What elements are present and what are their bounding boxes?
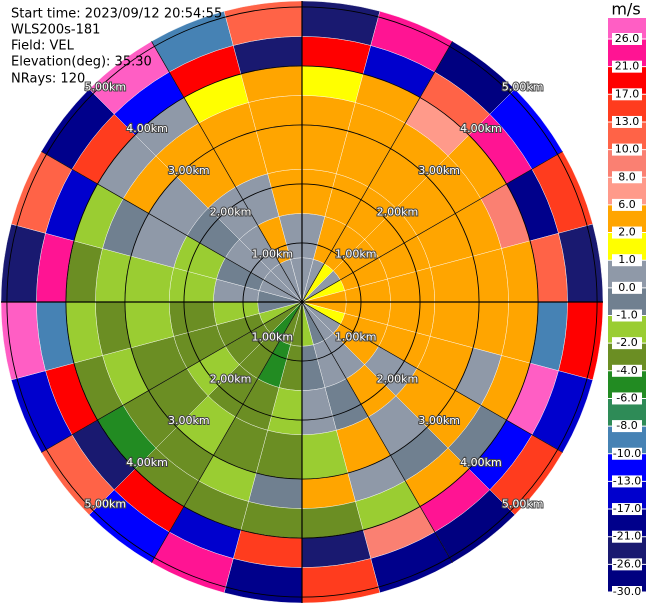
ring-label: 5.00km — [502, 498, 544, 511]
ring-label: 5.00km — [502, 80, 544, 93]
azimuth-line — [301, 151, 563, 303]
colorbar-tick-label: 10.0 — [615, 143, 640, 156]
colorbar-tick-label: -26.0 — [613, 557, 641, 570]
colorbar-tick-label: 13.0 — [615, 115, 640, 128]
colorbar-tick-label: 17.0 — [615, 87, 640, 100]
ring-label: 5.00km — [85, 80, 127, 93]
colorbar-label-bg — [612, 447, 642, 460]
polar-grid — [1, 1, 603, 603]
ppi-plot — [0, 0, 604, 604]
colorbar-title: m/s — [611, 0, 640, 19]
colorbar-label-bg — [612, 171, 642, 184]
colorbar-label-bg — [612, 475, 642, 488]
colorbar-label-bg — [612, 60, 642, 73]
header: Start time: 2023/09/12 20:54:55WLS200s-1… — [11, 7, 222, 87]
ring-label: 1.00km — [335, 331, 377, 344]
colorbar-tick-label: -17.0 — [613, 502, 641, 515]
colorbar-label-bg — [612, 115, 642, 128]
colorbar-tick-label: 2.0 — [618, 226, 636, 239]
colorbar-tick-label: 21.0 — [615, 60, 640, 73]
header-line: WLS200s-181 — [11, 23, 100, 38]
azimuth-line — [151, 41, 303, 303]
ring-label: 1.00km — [335, 247, 377, 260]
ring-label: 3.00km — [418, 414, 460, 427]
colorbar-label-bg — [612, 392, 642, 405]
colorbar-label-bg — [612, 420, 642, 433]
azimuth-line — [301, 41, 453, 303]
colorbar-tick-label: -30.0 — [613, 585, 641, 598]
colorbar-tick-label: -10.0 — [613, 447, 641, 460]
colorbar-tick-label: -21.0 — [613, 530, 641, 543]
colorbar: 26.0 21.0 17.0 13.0 10.0 8.0 6.0 2.0 1.0 0.0 -1.0 -… — [608, 0, 646, 598]
ring-label: 2.00km — [210, 206, 252, 219]
ring-label: 4.00km — [126, 456, 168, 469]
colorbar-label-bg — [612, 364, 642, 377]
colorbar-tick-label: -1.0 — [616, 309, 637, 322]
colorbar-label-bg — [612, 198, 642, 211]
ring-label: 1.00km — [251, 247, 293, 260]
azimuth-line — [41, 301, 303, 453]
colorbar-label-bg — [612, 281, 642, 294]
ring-label: 3.00km — [418, 164, 460, 177]
azimuth-line — [301, 301, 563, 453]
colorbar-label-bg — [612, 337, 642, 350]
colorbar-label-bg — [612, 503, 642, 516]
colorbar-tick-label: 6.0 — [618, 198, 636, 211]
header-line: Start time: 2023/09/12 20:54:55 — [11, 7, 222, 22]
ring-label: 4.00km — [126, 122, 168, 135]
azimuth-line — [301, 301, 453, 563]
ring-label: 1.00km — [251, 331, 293, 344]
ring-label: 2.00km — [377, 206, 419, 219]
colorbar-tick-label: 0.0 — [618, 281, 636, 294]
colorbar-tick-label: -2.0 — [616, 336, 637, 349]
colorbar-tick-label: -13.0 — [613, 474, 641, 487]
ring-label: 5.00km — [85, 498, 127, 511]
azimuth-line — [41, 151, 303, 303]
colorbar-label-bg — [612, 586, 642, 598]
colorbar-tick-label: 26.0 — [615, 32, 640, 45]
colorbar-label-bg — [612, 33, 642, 45]
ring-label: 2.00km — [377, 372, 419, 385]
colorbar-label-bg — [612, 143, 642, 156]
ring-label: 3.00km — [168, 164, 210, 177]
colorbar-tick-label: -6.0 — [616, 391, 637, 404]
colorbar-label-bg — [612, 558, 642, 571]
header-line: Field: VEL — [11, 39, 75, 54]
colorbar-tick-label: -4.0 — [616, 364, 637, 377]
colorbar-label-bg — [612, 309, 642, 322]
colorbar-title-bg — [608, 0, 646, 18]
colorbar-label-bg — [612, 226, 642, 239]
ring-label: 4.00km — [460, 456, 502, 469]
ring-label: 2.00km — [210, 372, 252, 385]
header-line: NRays: 120 — [11, 72, 85, 87]
colorbar-tick-label: -8.0 — [616, 419, 637, 432]
ring-label: 4.00km — [460, 122, 502, 135]
ring-labels: 1.00km 1.00km 1.00km 1.00km 2.00km 2.00km 2.00… — [84, 79, 545, 511]
azimuth-line — [151, 301, 303, 563]
colorbar-tick-label: 8.0 — [618, 170, 636, 183]
header-line: Elevation(deg): 35.30 — [11, 55, 152, 70]
colorbar-label-bg — [612, 88, 642, 101]
colorbar-tick-label: 1.0 — [618, 253, 636, 266]
colorbar-label-bg — [612, 254, 642, 267]
colorbar-label-bg — [612, 530, 642, 543]
ring-label: 3.00km — [168, 414, 210, 427]
